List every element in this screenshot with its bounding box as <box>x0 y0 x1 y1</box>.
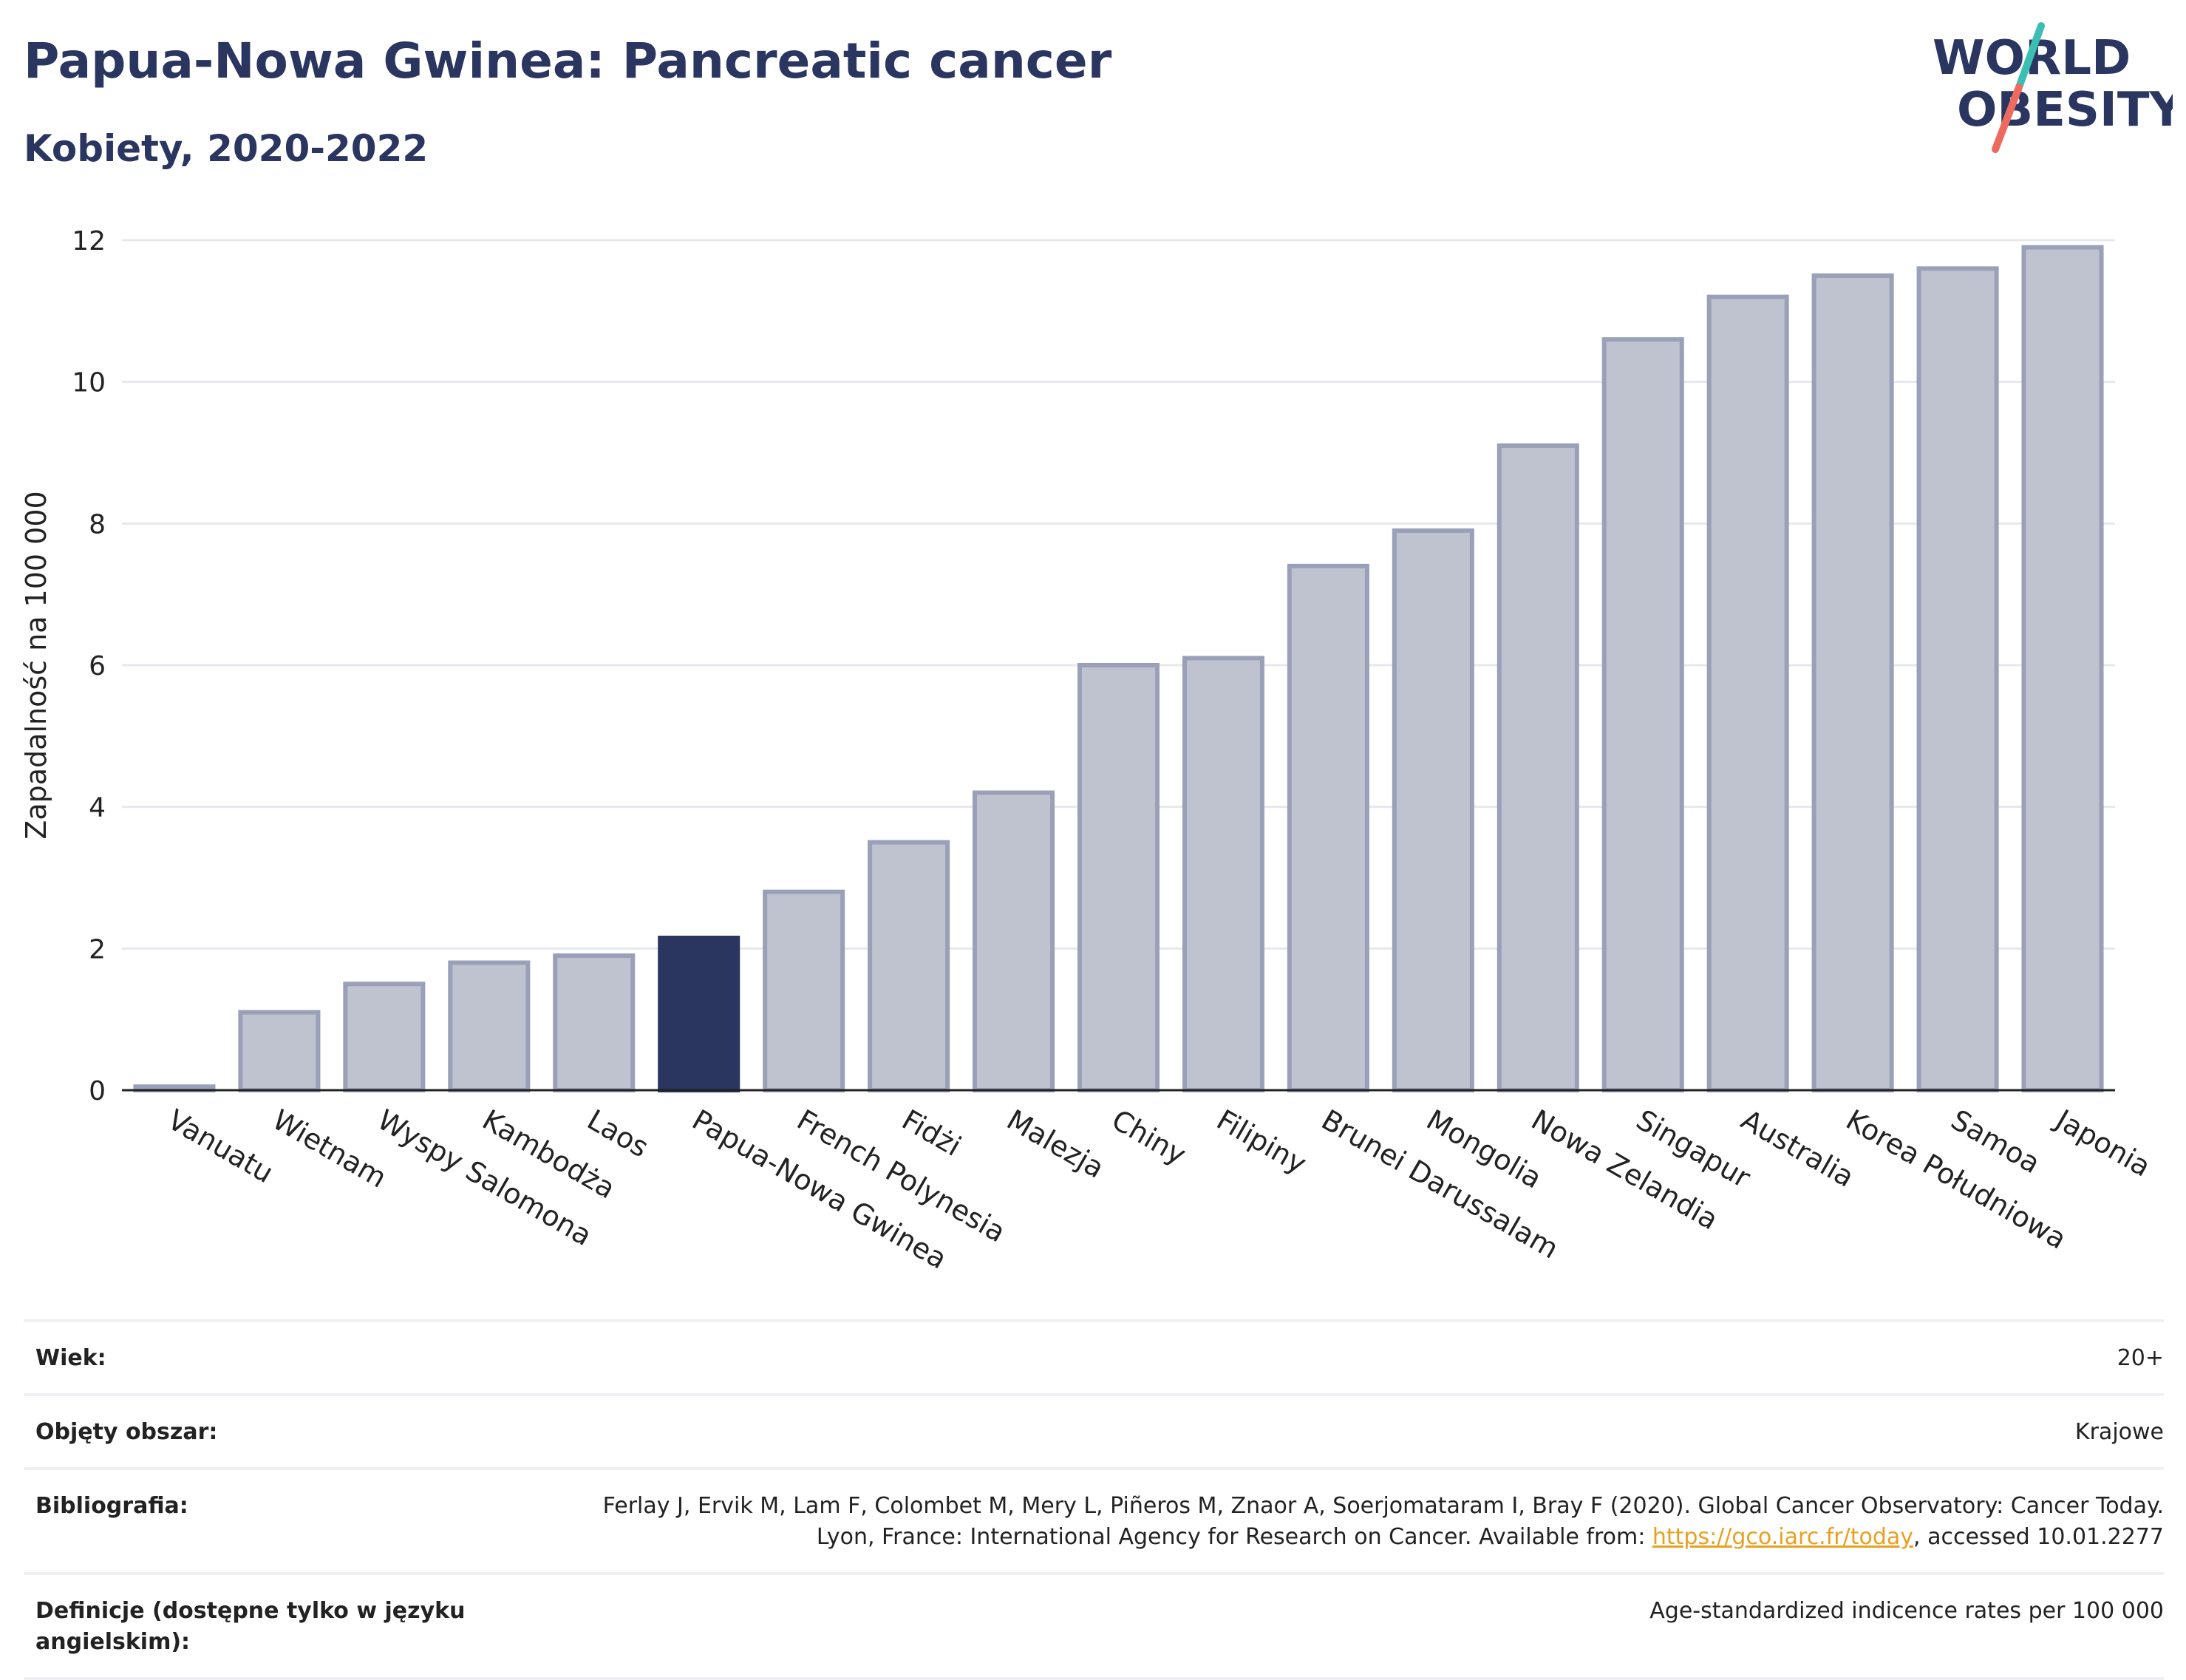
y-tick-label: 4 <box>89 793 106 823</box>
bar <box>553 953 636 1092</box>
x-tick-label: Japonia <box>2049 1103 2156 1183</box>
definitions-label: Definicje (dostępne tylko w języku angie… <box>35 1598 466 1655</box>
bar <box>658 935 740 1093</box>
age-label: Wiek: <box>35 1345 106 1371</box>
bar <box>763 889 845 1092</box>
x-tick-label: Filipiny <box>1211 1103 1312 1180</box>
page-title: Papua-Nowa Gwinea: Pancreatic cancer <box>24 33 1112 89</box>
bar <box>868 840 950 1093</box>
bar <box>343 982 426 1092</box>
bar <box>1182 656 1264 1092</box>
y-axis-label: Zapadalność na 100 000 <box>20 491 52 839</box>
x-tick-label: Vanuatu <box>162 1103 279 1189</box>
definitions-value: Age-standardized indicence rates per 100… <box>1649 1598 2164 1624</box>
bar <box>1916 266 1999 1092</box>
bibliography-label: Bibliografia: <box>35 1493 188 1519</box>
logo-text-obesity: OBESITY <box>1957 83 2173 137</box>
y-tick-label: 12 <box>72 226 106 256</box>
y-tick-label: 0 <box>89 1076 106 1106</box>
bibliography-accessed: , accessed 10.01.2277 <box>1913 1524 2164 1550</box>
x-tick-label: Malezja <box>1001 1103 1110 1185</box>
y-tick-label: 10 <box>72 368 106 398</box>
bars <box>133 245 2104 1093</box>
metadata-table: Wiek: 20+ Objęty obszar: Krajowe Bibliog… <box>24 1319 2164 1680</box>
bibliography-link[interactable]: https://gco.iarc.fr/today <box>1652 1524 1914 1550</box>
meta-row-coverage: Objęty obszar: Krajowe <box>24 1393 2164 1467</box>
bar <box>1811 273 1894 1093</box>
bar <box>1392 528 1474 1092</box>
bar <box>1497 443 1579 1092</box>
logo-slash-teal <box>2015 22 2045 91</box>
x-tick-label: Fidżi <box>896 1103 967 1163</box>
bar <box>973 790 1055 1092</box>
bar <box>238 1010 321 1093</box>
bibliography-value: Ferlay J, Ervik M, Lam F, Colombet M, Me… <box>575 1491 2164 1553</box>
bar <box>1077 663 1160 1092</box>
x-tick-label: Australia <box>1736 1103 1860 1194</box>
bar <box>1287 563 1369 1092</box>
x-tick-label: Nowa Zelandia <box>1526 1103 1723 1237</box>
y-tick-label: 6 <box>89 651 106 681</box>
y-tick-label: 2 <box>89 934 106 965</box>
coverage-label: Objęty obszar: <box>35 1419 218 1445</box>
y-tick-label: 8 <box>89 509 106 540</box>
logo-slash-coral <box>1992 84 2023 153</box>
bar <box>2021 245 2104 1092</box>
world-obesity-logo: WORLD OBESITY <box>1933 22 2173 153</box>
bar <box>1601 337 1684 1092</box>
bibliography-text: Ferlay J, Ervik M, Lam F, Colombet M, Me… <box>602 1493 2164 1550</box>
bar <box>1706 294 1789 1093</box>
x-tick-label: Chiny <box>1106 1103 1191 1171</box>
meta-row-bibliography: Bibliografia: Ferlay J, Ervik M, Lam F, … <box>24 1467 2164 1572</box>
coverage-value: Krajowe <box>2074 1419 2164 1445</box>
meta-row-age: Wiek: 20+ <box>24 1319 2164 1393</box>
meta-row-definitions: Definicje (dostępne tylko w języku angie… <box>24 1572 2164 1680</box>
x-tick-label: Wietnam <box>267 1103 392 1194</box>
x-tick-label: Laos <box>582 1103 654 1164</box>
y-tick-labels: 0 2 4 6 8 10 12 <box>72 226 106 1106</box>
age-value: 20+ <box>2117 1345 2164 1371</box>
bar <box>448 960 531 1092</box>
page-subtitle: Kobiety, 2020-2022 <box>24 127 429 170</box>
